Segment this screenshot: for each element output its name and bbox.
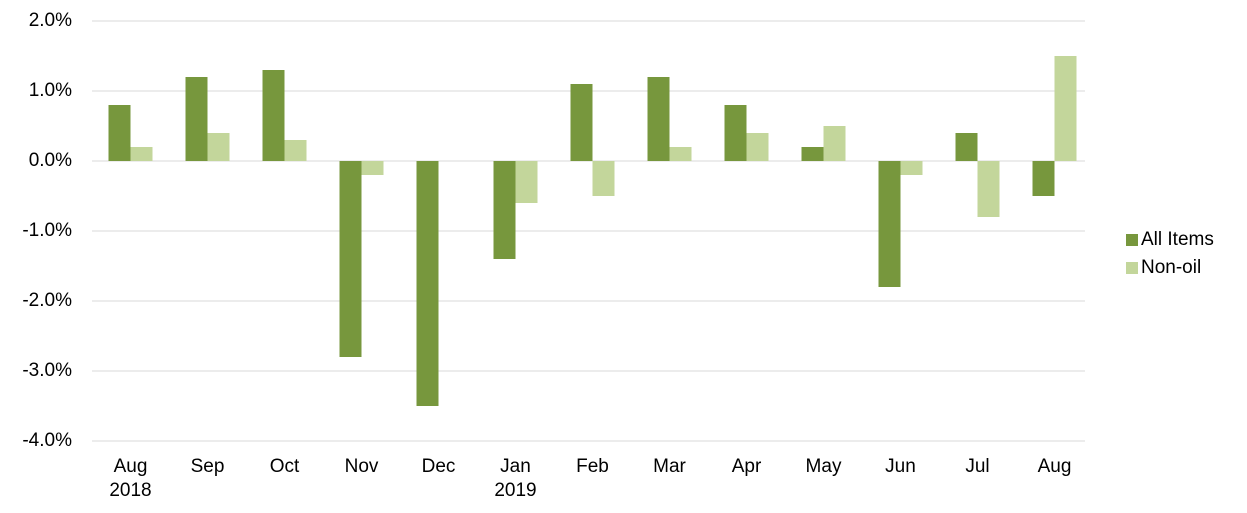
y-tick-label: 2.0% [29,10,72,31]
x-tick-label: Aug [1037,456,1072,477]
x-tick-label: Nov [344,456,379,477]
x-tick-label: Sep [190,456,225,477]
bar [955,133,978,161]
x-tick-label: Apr [731,456,762,477]
legend-swatch [1126,234,1138,246]
x-tick-label: Mar [653,456,686,477]
y-tick-label: -1.0% [22,220,72,241]
bar [361,161,384,175]
x-tick-label: Feb [576,456,609,477]
bar [1032,161,1055,196]
bar [823,126,846,161]
bar [669,147,692,161]
bar [416,161,439,406]
bar [592,161,615,196]
bar [746,133,769,161]
y-tick-label: 0.0% [29,150,72,171]
x-tick-label: May [805,456,842,477]
x-tick-label: Aug 2018 [109,456,152,501]
bar [185,77,208,161]
bar [977,161,1000,217]
bar [262,70,285,161]
x-tick-label: Dec [421,456,456,477]
legend-swatch [1126,262,1138,274]
y-tick-label: -2.0% [22,290,72,311]
bar [900,161,923,175]
y-tick-label: -4.0% [22,430,72,451]
x-tick-label: Oct [269,456,300,477]
bar [284,140,307,161]
bar [130,147,153,161]
bar [647,77,670,161]
y-tick-label: -3.0% [22,360,72,381]
bar [339,161,362,357]
x-tick-label: Jul [965,456,990,477]
bar [570,84,593,161]
bar [493,161,516,259]
legend-label: All Items [1141,229,1214,250]
x-tick-label: Jun [885,456,916,477]
bar [724,105,747,161]
bar [801,147,824,161]
bar [878,161,901,287]
bar [515,161,538,203]
bar [1054,56,1077,161]
bar [207,133,230,161]
legend-label: Non-oil [1141,257,1201,278]
bar [108,105,131,161]
x-tick-label: Jan 2019 [494,456,537,501]
y-tick-label: 1.0% [29,80,72,101]
